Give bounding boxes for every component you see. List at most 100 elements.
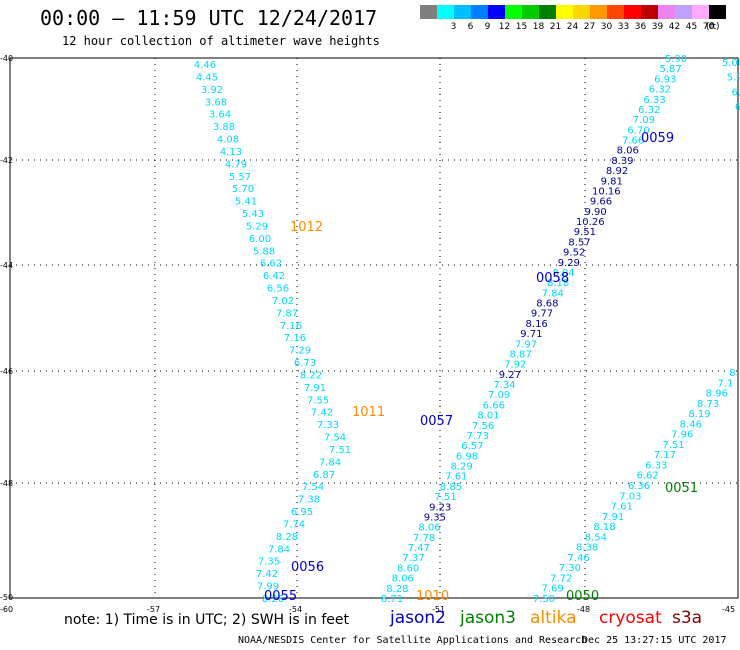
wave-height-value: 7.30 [559, 563, 581, 574]
legend-swatch [607, 5, 624, 19]
wave-height-value: 3.92 [201, 85, 223, 96]
lat-label: -48 [0, 479, 13, 488]
pass-label: 0056 [291, 560, 324, 575]
wave-height-value: 6.93 [654, 74, 676, 85]
legend-label: 15 [515, 22, 528, 32]
lon-label: -54 [289, 605, 302, 614]
wave-height-value: 6.57 [461, 441, 483, 452]
legend-label: 18 [532, 22, 545, 32]
legend-cryosat: cryosat [599, 608, 662, 628]
wave-height-value: 7.51 [329, 445, 351, 456]
lat-label: -50 [0, 593, 13, 602]
wave-height-value: 8.71 [381, 594, 403, 605]
lat-label: -40 [0, 54, 13, 63]
wave-height-value: 6.32 [649, 85, 671, 96]
wave-height-value: 6.73 [294, 358, 316, 369]
wave-height-value: 7.99 [257, 582, 279, 593]
wave-height-value: 8.22 [300, 370, 322, 381]
footer-note: note: 1) Time is in UTC; 2) SWH is in fe… [64, 612, 350, 628]
pass-label: 0050 [566, 589, 599, 604]
wave-height-value: 5.88 [253, 246, 275, 257]
wave-height-value: 7.54 [302, 482, 324, 493]
wave-height-value: 7.16 [284, 333, 306, 344]
wave-height-value: 7.51 [434, 492, 456, 503]
wave-height-value: 8.19 [688, 409, 710, 420]
wave-height-value: 8.39 [611, 156, 633, 167]
legend-swatch [420, 5, 437, 19]
legend-label: 27 [583, 22, 596, 32]
wave-height-value: 7.61 [445, 472, 467, 483]
wave-height-value: 3.68 [205, 97, 227, 108]
wave-height-value: 8.28 [386, 584, 408, 595]
wave-height-value: 8.46 [680, 419, 702, 430]
wave-height-value: 7.84 [542, 288, 564, 299]
legend-swatch [522, 5, 539, 19]
wave-height-value: 7.46 [567, 553, 589, 564]
wave-height-value: 7.56 [472, 421, 494, 432]
wave-height-value: 4.45 [196, 72, 218, 83]
wave-height-value: 7.09 [488, 390, 510, 401]
wave-height-value: 7.34 [493, 380, 515, 391]
pass-label: 0059 [641, 131, 674, 146]
wave-height-value: 7.29 [289, 346, 311, 357]
legend-label: 12 [498, 22, 511, 32]
wave-height-value: 7.37 [402, 553, 424, 564]
legend-jason3: jason3 [460, 608, 516, 628]
wave-height-value: 8.06 [418, 523, 440, 534]
wave-height-value: 7.84 [268, 544, 290, 555]
wave-height-value: 8.01 [477, 411, 499, 422]
wave-height-value: 9.23 [429, 502, 451, 513]
legend-label: 24 [566, 22, 579, 32]
legend-label: 70 [702, 22, 715, 32]
legend-swatch [539, 5, 556, 19]
wave-height-value: 7.38 [298, 495, 320, 506]
legend-swatch [709, 5, 726, 19]
legend-swatch [692, 5, 709, 19]
wave-height-value: 7.96 [671, 430, 693, 441]
wave-height-value: 5.00 [722, 58, 740, 69]
legend-swatch [590, 5, 607, 19]
legend-label: 6 [467, 22, 474, 32]
pass-label: 1012 [290, 220, 323, 235]
wave-height-value: 8.96 [706, 389, 728, 400]
credit-line: NOAA/NESDIS Center for Satellite Applica… [238, 635, 588, 646]
wave-height-value: 4.13 [220, 147, 242, 158]
wave-height-value: 5.70 [232, 184, 254, 195]
wave-height-value: 7.03 [619, 491, 641, 502]
wave-height-value: 7.02 [272, 296, 294, 307]
lat-label: -42 [0, 156, 13, 165]
wave-height-value: 7.78 [413, 533, 435, 544]
wave-height-value: 6.87 [313, 470, 335, 481]
legend-swatch [437, 5, 454, 19]
wave-height-value: 7.66 [622, 136, 644, 147]
wave-height-value: 5.87 [660, 64, 682, 75]
wave-height-value: 6.42 [263, 271, 285, 282]
wave-height-value: 6.62 [260, 259, 282, 270]
wave-height-value: 6 [735, 102, 740, 113]
legend-label: 30 [600, 22, 613, 32]
wave-height-value: 6.33 [643, 95, 665, 106]
wave-height-value: 4.79 [225, 159, 247, 170]
legend-label: 39 [651, 22, 664, 32]
wave-height-value: 6.56 [267, 284, 289, 295]
wave-height-value: 6.62 [637, 471, 659, 482]
wave-height-value: 6.66 [483, 400, 505, 411]
wave-height-value: 9.66 [590, 197, 612, 208]
wave-height-value: 6.33 [645, 460, 667, 471]
wave-height-value: 8.29 [451, 462, 473, 473]
wave-height-value: 8.18 [593, 522, 615, 533]
wave-height-value: 7.84 [319, 457, 341, 468]
wave-height-value: 9.81 [601, 176, 623, 187]
lon-label: -45 [722, 605, 735, 614]
wave-height-value: 8.28 [276, 532, 298, 543]
lon-label: -48 [577, 605, 590, 614]
wave-height-value: 7.47 [408, 543, 430, 554]
lon-label: -60 [0, 605, 13, 614]
wave-height-value: 3.88 [213, 122, 235, 133]
wave-height-value: 8.16 [526, 319, 548, 330]
wave-height-value: 7.91 [304, 383, 326, 394]
wave-height-value: 7.33 [317, 420, 339, 431]
legend-swatch [641, 5, 658, 19]
legend-jason2: jason2 [390, 608, 446, 628]
wave-height-value: 7.35 [258, 557, 280, 568]
